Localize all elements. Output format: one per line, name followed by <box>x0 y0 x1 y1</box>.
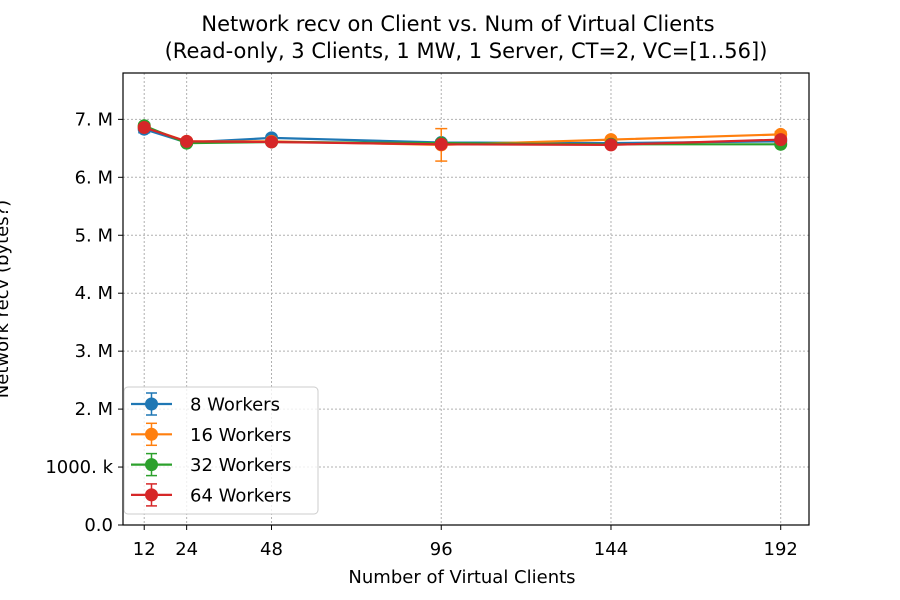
legend-label: 32 Workers <box>190 455 291 476</box>
plot-frame <box>122 72 810 526</box>
legend-marker <box>145 397 158 411</box>
chart-title-line1: Network recv on Client vs. Num of Virtua… <box>201 12 714 36</box>
y-axis-label: Network recv (bytes?) <box>0 200 13 398</box>
chart-title-line2: (Read-only, 3 Clients, 1 MW, 1 Server, C… <box>165 39 768 63</box>
x-axis-ticks: 12 24 48 96 144 192 <box>133 525 798 560</box>
data-point <box>265 135 279 149</box>
legend-marker <box>145 488 158 502</box>
x-tick-label: 24 <box>175 539 198 560</box>
series-3 <box>137 119 788 151</box>
y-axis-ticks: 0.0 1000. k 2. M 3. M 4. M 5. M 6. M 7. M <box>45 109 123 536</box>
x-tick-label: 144 <box>594 539 628 560</box>
y-tick-label: 0.0 <box>84 515 113 536</box>
legend: 8 Workers 16 Workers 32 Workers 64 Workers <box>123 386 319 515</box>
data-point <box>434 137 448 151</box>
y-tick-label: 2. M <box>75 399 113 420</box>
legend-marker <box>145 458 158 472</box>
legend-label: 64 Workers <box>190 485 291 506</box>
legend-label: 8 Workers <box>190 395 280 416</box>
legend-item: 16 Workers <box>131 422 291 447</box>
legend-items: 8 Workers 16 Workers 32 Workers 64 Workers <box>131 392 291 507</box>
legend-item: 32 Workers <box>131 452 291 477</box>
series-line <box>143 126 781 147</box>
x-tick-label: 12 <box>133 539 156 560</box>
legend-label: 16 Workers <box>190 425 291 446</box>
series-layer <box>137 119 788 162</box>
y-tick-label: 4. M <box>75 283 113 304</box>
y-tick-label: 7. M <box>75 109 113 130</box>
series-4 <box>137 120 788 152</box>
y-tick-label: 3. M <box>75 341 113 362</box>
data-point <box>137 120 151 134</box>
legend-item: 64 Workers <box>131 483 291 507</box>
y-tick-label: 5. M <box>75 225 113 246</box>
x-axis-label: Number of Virtual Clients <box>348 567 575 588</box>
data-point <box>604 138 618 152</box>
data-point <box>774 133 788 147</box>
x-tick-label: 96 <box>430 539 453 560</box>
y-tick-label: 6. M <box>75 167 113 188</box>
x-tick-label: 48 <box>260 539 283 560</box>
x-tick-label: 192 <box>764 539 798 560</box>
y-tick-label: 1000. k <box>45 457 113 478</box>
data-point <box>180 134 194 148</box>
legend-item: 8 Workers <box>131 392 280 416</box>
legend-marker <box>145 427 158 441</box>
legend-box <box>123 386 319 515</box>
